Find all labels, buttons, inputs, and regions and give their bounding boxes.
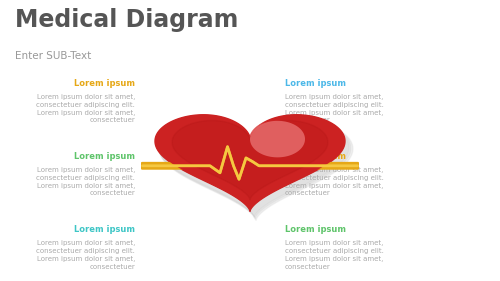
Polygon shape [159,121,349,217]
Text: Lorem ipsum: Lorem ipsum [74,79,135,88]
Text: Lorem ipsum dolor sit amet,
consectetuer adipiscing elit.
Lorem ipsum dolor sit : Lorem ipsum dolor sit amet, consectetuer… [36,94,135,123]
Text: Lorem ipsum dolor sit amet,
consectetuer adipiscing elit.
Lorem ipsum dolor sit : Lorem ipsum dolor sit amet, consectetuer… [285,94,384,123]
Text: Lorem ipsum: Lorem ipsum [74,225,135,234]
Text: Lorem ipsum dolor sit amet,
consectetuer adipiscing elit.
Lorem ipsum dolor sit : Lorem ipsum dolor sit amet, consectetuer… [36,167,135,196]
Polygon shape [172,121,328,200]
Polygon shape [250,121,305,157]
Polygon shape [155,115,345,211]
Text: Lorem ipsum: Lorem ipsum [285,152,346,161]
Text: Enter SUB-Text: Enter SUB-Text [15,51,91,61]
Polygon shape [155,115,345,211]
Polygon shape [159,122,353,220]
Text: Lorem ipsum dolor sit amet,
consectetuer adipiscing elit.
Lorem ipsum dolor sit : Lorem ipsum dolor sit amet, consectetuer… [285,167,384,196]
Polygon shape [172,121,328,200]
Text: Lorem ipsum: Lorem ipsum [285,225,346,234]
Text: Medical Diagram: Medical Diagram [15,8,238,32]
Polygon shape [159,121,351,219]
Text: Lorem ipsum: Lorem ipsum [74,152,135,161]
Text: Lorem ipsum dolor sit amet,
consectetuer adipiscing elit.
Lorem ipsum dolor sit : Lorem ipsum dolor sit amet, consectetuer… [36,240,135,269]
FancyBboxPatch shape [141,162,359,170]
Polygon shape [250,121,305,157]
Text: Lorem ipsum dolor sit amet,
consectetuer adipiscing elit.
Lorem ipsum dolor sit : Lorem ipsum dolor sit amet, consectetuer… [285,240,384,269]
Polygon shape [250,121,305,157]
Text: Lorem ipsum: Lorem ipsum [285,79,346,88]
